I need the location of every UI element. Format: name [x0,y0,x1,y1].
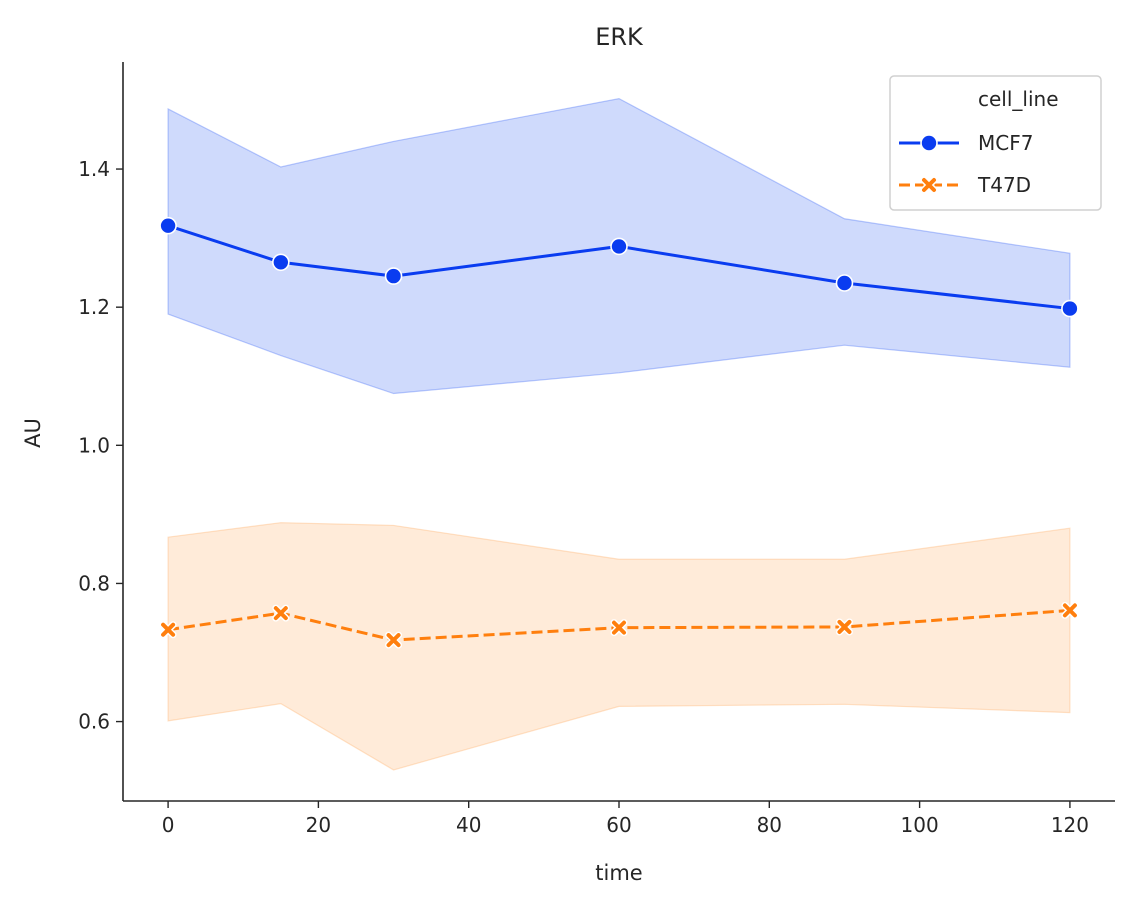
data-point-mcf7 [272,253,290,272]
y-tick-label: 0.8 [78,571,110,595]
data-point-mcf7 [159,216,177,235]
x-tick-label: 20 [306,813,331,837]
legend-title: cell_line [978,87,1059,111]
legend-marker [920,134,938,152]
data-point-t47d [385,631,403,649]
y-axis-ticks: 0.6 0.8 1.0 1.2 1.4 [78,157,123,734]
y-tick-label: 1.0 [78,433,110,457]
data-point-mcf7 [610,237,628,256]
data-point-mcf7 [1061,299,1079,318]
chart-title: ERK [595,23,644,51]
legend-label: T47D [977,173,1031,197]
x-axis-label: time [595,861,642,885]
legend-frame [889,75,1102,211]
y-tick-label: 1.2 [78,295,110,319]
y-tick-label: 0.6 [78,710,110,734]
data-point-t47d [835,618,853,636]
series-line-mcf7 [167,224,1071,311]
x-tick-label: 60 [606,813,631,837]
data-point-t47d [272,604,290,622]
ci-band-t47d [167,522,1071,771]
plot-area [122,62,1115,802]
x-tick-label: 80 [757,813,782,837]
x-tick-label: 120 [1051,813,1089,837]
legend: cell_line MCF7 T47D [889,75,1102,211]
x-tick-label: 0 [162,813,175,837]
data-point-mcf7 [384,267,403,285]
legend-entry-t47d: T47D [899,173,1031,197]
legend-label: MCF7 [978,131,1033,155]
legend-entry-mcf7: MCF7 [899,131,1033,155]
x-tick-label: 40 [456,813,481,837]
data-point-t47d [159,621,177,639]
series-line-t47d [167,608,1071,642]
x-tick-label: 100 [901,813,939,837]
data-point-mcf7 [835,274,854,292]
y-tick-label: 1.4 [78,157,110,181]
x-axis-ticks: 0 20 40 60 80 100 120 [162,801,1089,837]
data-point-t47d [1061,601,1079,619]
legend-marker [922,178,936,192]
data-point-t47d [610,619,628,637]
y-axis-label: AU [21,418,45,448]
